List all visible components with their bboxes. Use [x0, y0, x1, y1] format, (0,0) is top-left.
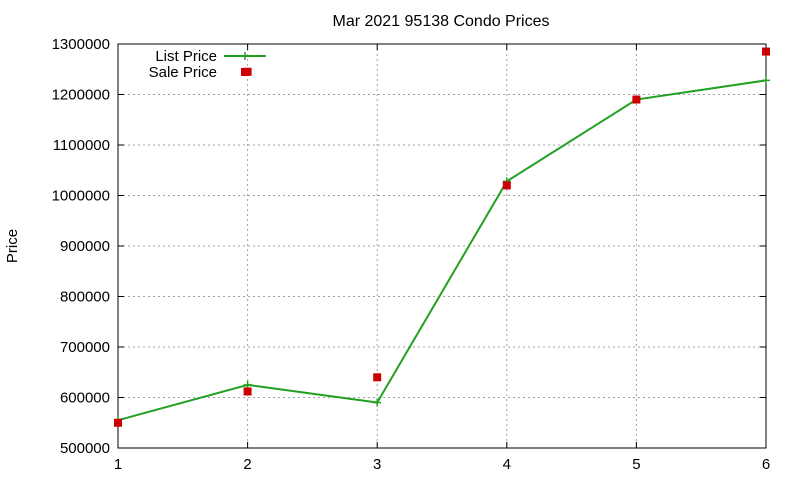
grid-lines [118, 44, 766, 448]
y-tick-label: 1300000 [52, 36, 110, 53]
y-tick-label: 1000000 [52, 188, 110, 205]
legend-plus [241, 52, 249, 60]
y-tick-label: 600000 [60, 390, 110, 407]
x-tick-label: 4 [503, 456, 511, 473]
x-tick-label: 5 [632, 456, 640, 473]
y-axis-ticks: 500000 600000 700000 800000 900000 1000000 110… [52, 36, 766, 457]
legend-symbol-list-price [224, 52, 266, 60]
sale-price-point [502, 181, 511, 190]
sale-price-point [114, 418, 122, 427]
legend: List Price Sale Price [149, 48, 266, 81]
x-tick-label: 1 [114, 456, 122, 473]
x-axis-ticks: 1 2 3 4 5 6 [114, 44, 770, 473]
y-tick-label: 1100000 [53, 137, 110, 154]
plot-frame [117, 43, 767, 449]
x-tick-label: 3 [373, 456, 381, 473]
chart-title: Mar 2021 95138 Condo Prices [332, 13, 549, 30]
y-axis-label: Price [4, 229, 21, 263]
sale-price-point [243, 387, 252, 396]
sale-price-point [632, 95, 641, 104]
legend-label-list-price: List Price [155, 48, 217, 65]
list-price-point [373, 398, 382, 407]
y-tick-label: 900000 [60, 238, 110, 255]
legend-label-sale-price: Sale Price [149, 64, 217, 81]
y-tick-label: 500000 [60, 440, 110, 457]
sale-price-point [762, 47, 770, 56]
series-layer [114, 47, 770, 427]
list-price-line [117, 79, 767, 422]
x-tick-label: 6 [762, 456, 770, 473]
y-tick-label: 800000 [60, 289, 110, 306]
y-tick-label: 700000 [60, 339, 110, 356]
x-tick-label: 2 [243, 456, 251, 473]
sale-price-point [373, 373, 382, 382]
y-tick-label: 1200000 [52, 87, 110, 104]
legend-square [241, 68, 249, 76]
list-price-point [762, 76, 770, 85]
legend-symbol-sale-price [241, 68, 249, 76]
